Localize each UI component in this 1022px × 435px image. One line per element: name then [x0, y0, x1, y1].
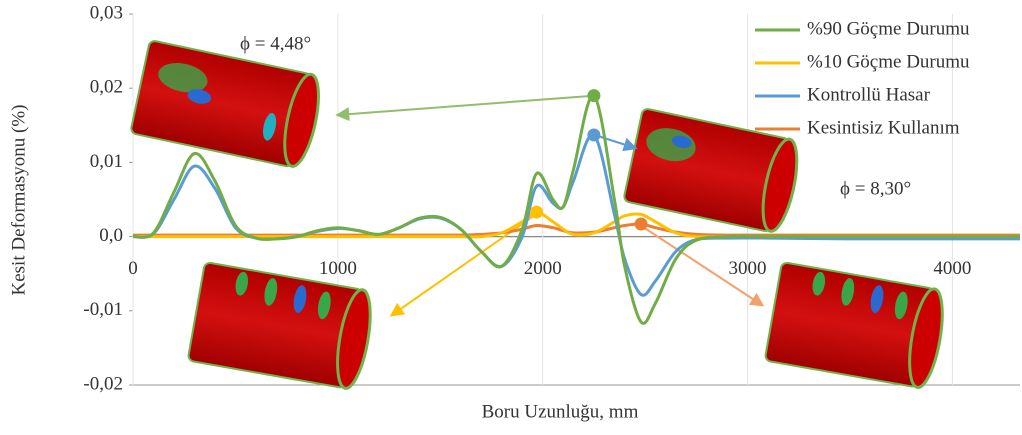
highlight-marker	[635, 217, 648, 230]
legend-label: Kesintisiz Kullanım	[807, 117, 960, 138]
y-axis-title: Kesit Deformasyonu (%)	[8, 104, 29, 295]
y-tick-label: 0,0	[99, 225, 123, 246]
x-tick-label: 0	[128, 258, 138, 279]
legend-label: %90 Göçme Durumu	[807, 18, 970, 39]
y-tick-label: 0,02	[90, 77, 123, 98]
annotation: ϕ = 4,48°	[240, 33, 311, 54]
x-axis-title: Boru Uzunluğu, mm	[482, 401, 639, 422]
x-tick-label: 1000	[319, 258, 357, 279]
y-tick-label: -0,01	[83, 299, 123, 320]
highlight-marker	[587, 89, 600, 102]
pipe-image	[130, 40, 325, 170]
arrow	[338, 96, 590, 115]
x-tick-label: 2000	[524, 258, 562, 279]
highlight-marker	[587, 128, 600, 141]
x-tick-label: 3000	[729, 258, 767, 279]
y-tick-label: 0,01	[90, 151, 123, 172]
pipe-image	[765, 262, 949, 390]
legend-label: Kontrollü Hasar	[807, 84, 931, 105]
chart: ϕ = 4,48° ϕ = 8,30° Boru Uzunluğu, mm Ke…	[0, 0, 1022, 435]
y-tick-label: -0,02	[83, 373, 123, 394]
y-tick-label: 0,03	[90, 2, 123, 23]
legend-label: %10 Göçme Durumu	[807, 51, 970, 72]
pipe-image	[623, 108, 803, 235]
pipe-image	[188, 262, 377, 391]
x-tick-label: 4000	[933, 258, 971, 279]
highlight-marker	[530, 206, 543, 219]
annotation: ϕ = 8,30°	[840, 178, 911, 199]
